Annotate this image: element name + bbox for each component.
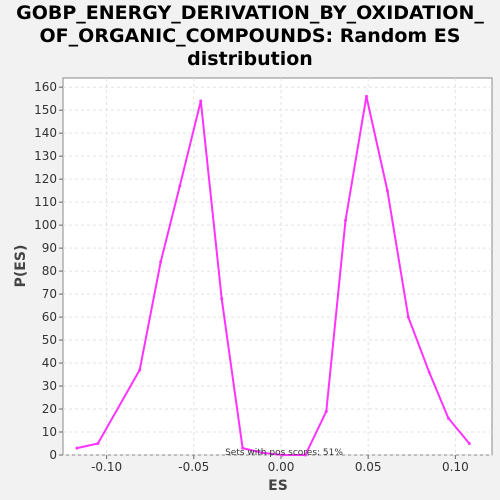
y-tick-label: 0 xyxy=(49,448,57,462)
y-axis: 0 10 20 30 40 50 60 70 80 90 100 110 120 130 140 150 160 xyxy=(34,80,63,462)
x-tick-label: 0.05 xyxy=(355,460,382,474)
data-point xyxy=(241,446,245,450)
data-point xyxy=(427,370,431,374)
y-tick-label: 160 xyxy=(34,80,57,94)
y-tick-label: 120 xyxy=(34,172,57,186)
y-tick-label: 60 xyxy=(42,310,57,324)
y-axis-label: P(ES) xyxy=(13,245,29,288)
data-point xyxy=(406,315,410,319)
x-tick-label: -0.10 xyxy=(91,460,122,474)
x-tick-label: -0.05 xyxy=(178,460,209,474)
chart-title-line-1: GOBP_ENERGY_DERIVATION_BY_OXIDATION_ xyxy=(16,2,484,24)
grid xyxy=(63,78,492,456)
annotation: Sets with pos scores: 51% xyxy=(225,448,343,458)
x-axis: -0.10 -0.05 0.00 0.05 0.10 xyxy=(91,455,469,474)
x-axis-label: ES xyxy=(268,478,288,494)
y-tick-label: 40 xyxy=(42,356,57,370)
data-point xyxy=(385,189,389,193)
y-tick-label: 100 xyxy=(34,218,57,232)
data-point xyxy=(199,99,203,103)
data-point xyxy=(178,184,182,188)
data-point xyxy=(281,453,285,457)
chart-title: GOBP_ENERGY_DERIVATION_BY_OXIDATION_ OF_… xyxy=(0,2,500,71)
y-tick-label: 130 xyxy=(34,149,57,163)
data-point xyxy=(220,297,224,301)
data-point xyxy=(467,442,471,446)
y-tick-label: 150 xyxy=(34,103,57,117)
x-tick-label: 0.00 xyxy=(268,460,295,474)
data-point xyxy=(159,260,163,264)
data-point xyxy=(324,409,328,413)
y-tick-label: 70 xyxy=(42,287,57,301)
series-group xyxy=(75,94,471,457)
y-tick-label: 30 xyxy=(42,379,57,393)
data-point xyxy=(75,446,79,450)
data-point xyxy=(138,368,142,372)
y-tick-label: 80 xyxy=(42,264,57,278)
y-tick-label: 10 xyxy=(42,425,57,439)
y-tick-label: 140 xyxy=(34,126,57,140)
plot-area xyxy=(62,77,493,456)
data-point xyxy=(364,94,368,98)
y-tick-label: 50 xyxy=(42,333,57,347)
data-point xyxy=(303,453,307,457)
data-point xyxy=(344,219,348,223)
data-point xyxy=(260,451,264,455)
y-tick-label: 90 xyxy=(42,241,57,255)
x-tick-label: 0.10 xyxy=(442,460,469,474)
data-point xyxy=(446,416,450,420)
y-tick-label: 110 xyxy=(34,195,57,209)
chart-title-line-2: OF_ORGANIC_COMPOUNDS: Random ES xyxy=(39,25,461,47)
y-tick-label: 20 xyxy=(42,402,57,416)
data-point xyxy=(96,442,100,446)
chart-title-line-3: distribution xyxy=(187,48,313,70)
